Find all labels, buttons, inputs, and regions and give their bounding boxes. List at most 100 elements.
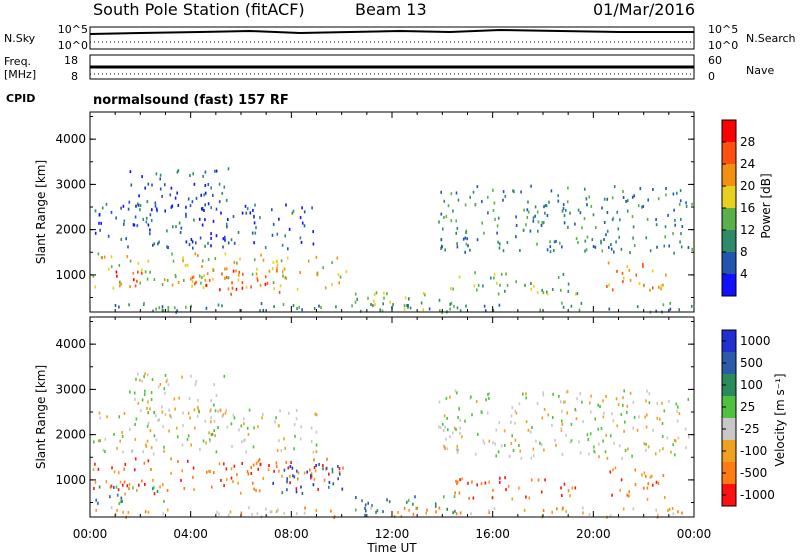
echo-cell: [233, 416, 236, 420]
echo-cell: [227, 167, 230, 171]
echo-cell: [602, 399, 604, 403]
colorbar-segment: [722, 142, 736, 164]
echo-cell: [204, 203, 206, 207]
echo-cell: [498, 421, 501, 425]
echo-cell: [258, 489, 261, 493]
echo-cell: [578, 440, 580, 444]
echo-cell: [355, 496, 357, 499]
echo-cell: [292, 474, 294, 478]
echo-cell: [255, 488, 257, 492]
echo-cell: [171, 283, 174, 287]
echo-cell: [392, 303, 394, 307]
echo-cell: [574, 222, 576, 226]
echo-cell: [120, 206, 122, 210]
nave-label: Nave: [746, 64, 774, 77]
echo-cell: [510, 414, 513, 418]
echo-cell: [637, 204, 640, 208]
echo-cell: [621, 271, 624, 275]
echo-cell: [342, 466, 344, 470]
echo-cell: [592, 213, 595, 217]
echo-cell: [279, 409, 281, 413]
echo-cell: [142, 217, 145, 221]
echo-cell: [132, 486, 134, 490]
echo-cell: [662, 303, 665, 307]
echo-cell: [563, 400, 565, 404]
echo-cell: [141, 379, 144, 383]
echo-cell: [210, 433, 213, 437]
velocity-cbar-label: Velocity [m s⁻¹]: [773, 373, 787, 466]
y-tick-label: 3000: [55, 382, 86, 396]
echo-cell: [296, 469, 298, 473]
echo-cell: [207, 258, 210, 262]
echo-cell: [110, 506, 113, 510]
echo-cell: [117, 488, 120, 492]
echo-cell: [255, 272, 258, 276]
echo-cell: [141, 479, 143, 483]
echo-cell: [370, 506, 372, 510]
echo-cell: [525, 420, 528, 424]
echo-cell: [412, 502, 414, 506]
echo-cell: [657, 513, 659, 517]
echo-cell: [585, 248, 588, 252]
echo-cell: [610, 434, 612, 438]
echo-cell: [303, 511, 306, 515]
echo-cell: [315, 450, 318, 454]
echo-cell: [283, 267, 286, 271]
echo-cell: [639, 187, 642, 191]
echo-cell: [564, 400, 566, 404]
echo-cell: [497, 240, 499, 244]
echo-cell: [268, 464, 270, 467]
echo-cell: [227, 218, 229, 221]
echo-cell: [576, 292, 579, 296]
echo-cell: [292, 304, 295, 308]
echo-cell: [291, 466, 294, 470]
echo-cell: [515, 235, 517, 239]
echo-cell: [609, 514, 612, 518]
echo-cell: [259, 462, 262, 466]
echo-cell: [297, 471, 300, 475]
colorbar-tick-label: 24: [740, 157, 755, 171]
echo-cell: [338, 281, 340, 285]
echo-cell: [315, 464, 317, 467]
echo-cell: [555, 443, 557, 447]
echo-cell: [315, 255, 318, 259]
echo-cell: [503, 429, 506, 433]
echo-cell: [259, 216, 261, 220]
echo-cell: [221, 272, 223, 276]
echo-cell: [233, 260, 236, 264]
colorbar-tick-label: -100: [740, 444, 767, 458]
echo-cell: [483, 441, 486, 445]
echo-cell: [618, 235, 620, 239]
echo-cell: [92, 274, 95, 278]
echo-cell: [159, 187, 162, 191]
echo-cell: [526, 208, 529, 212]
echo-cell: [471, 480, 473, 484]
echo-cell: [569, 440, 572, 444]
echo-cell: [508, 454, 511, 458]
echo-cell: [209, 439, 211, 443]
echo-cell: [530, 478, 533, 482]
echo-cell: [202, 286, 205, 290]
echo-cell: [166, 278, 169, 282]
echo-cell: [492, 441, 494, 445]
echo-cell: [274, 420, 276, 424]
echo-cell: [232, 480, 234, 484]
echo-cell: [178, 221, 181, 225]
echo-cell: [246, 470, 249, 474]
date-label: 01/Mar/2016: [593, 0, 695, 19]
echo-cell: [230, 292, 232, 296]
echo-cell: [162, 309, 165, 312]
echo-cell: [661, 435, 664, 438]
echo-cell: [252, 209, 254, 212]
echo-cell: [286, 477, 288, 481]
echo-cell: [386, 498, 388, 502]
echo-cell: [642, 204, 645, 208]
echo-cell: [273, 305, 275, 309]
echo-cell: [561, 452, 564, 456]
echo-cell: [225, 467, 228, 471]
echo-cell: [159, 485, 161, 489]
colorbar-segment: [722, 396, 736, 418]
echo-cell: [537, 229, 539, 233]
echo-cell: [283, 437, 285, 441]
echo-cell: [133, 391, 136, 395]
